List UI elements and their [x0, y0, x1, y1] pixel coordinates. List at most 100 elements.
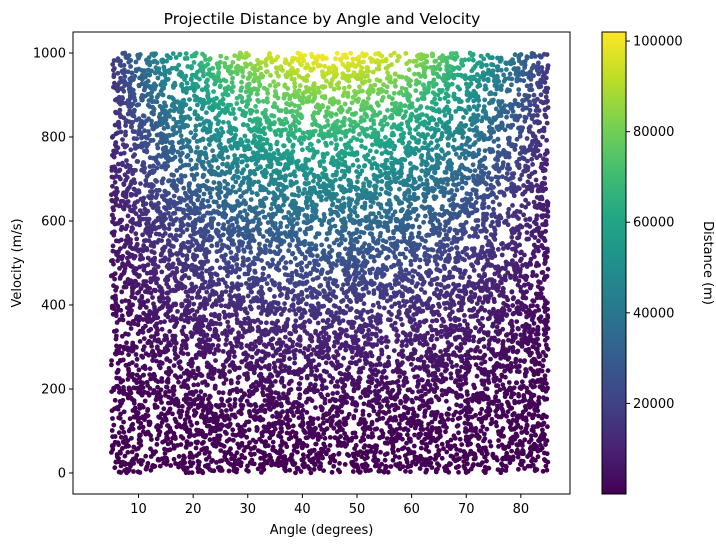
scatter-point — [475, 218, 481, 223]
scatter-point — [484, 62, 489, 68]
scatter-point — [521, 212, 526, 218]
scatter-point — [149, 437, 154, 442]
scatter-point — [232, 397, 238, 402]
scatter-point — [286, 390, 291, 396]
scatter-point — [387, 115, 393, 120]
scatter-point — [333, 294, 339, 300]
scatter-point — [264, 96, 270, 101]
scatter-point — [359, 103, 365, 109]
scatter-point — [389, 285, 394, 291]
scatter-point — [232, 153, 238, 158]
scatter-point — [545, 266, 551, 272]
scatter-point — [244, 467, 250, 473]
scatter-point — [318, 391, 324, 397]
scatter-point — [192, 312, 198, 318]
scatter-point — [542, 397, 548, 402]
scatter-point — [319, 242, 324, 248]
scatter-point — [221, 119, 226, 125]
scatter-point — [109, 428, 115, 433]
scatter-point — [142, 128, 148, 134]
scatter-point — [277, 281, 282, 287]
scatter-point — [287, 308, 292, 313]
scatter-point — [119, 350, 125, 356]
scatter-point — [475, 195, 480, 201]
scatter-point — [225, 273, 230, 279]
scatter-point — [335, 352, 341, 358]
scatter-point — [390, 369, 396, 374]
scatter-point — [471, 127, 476, 133]
scatter-point — [400, 339, 405, 345]
scatter-point — [358, 395, 363, 400]
scatter-point — [397, 186, 402, 192]
scatter-point — [174, 269, 180, 275]
scatter-point — [304, 301, 309, 307]
scatter-point — [527, 285, 533, 291]
scatter-point — [541, 156, 546, 162]
scatter-point — [321, 303, 327, 309]
scatter-point — [178, 133, 184, 139]
scatter-point — [118, 411, 123, 417]
scatter-point — [354, 352, 359, 358]
scatter-point — [403, 109, 409, 115]
scatter-point — [224, 333, 230, 339]
scatter-point — [524, 83, 530, 89]
scatter-point — [544, 246, 550, 252]
scatter-point — [335, 412, 341, 418]
scatter-point — [315, 437, 321, 442]
scatter-point — [136, 389, 141, 395]
scatter-point — [167, 70, 172, 76]
scatter-point — [124, 340, 129, 346]
scatter-point — [443, 306, 448, 311]
scatter-point — [389, 304, 395, 309]
scatter-point — [292, 89, 298, 94]
scatter-point — [118, 434, 124, 440]
scatter-point — [341, 85, 347, 91]
scatter-point — [340, 71, 346, 76]
plot-area — [72, 31, 571, 495]
scatter-point — [327, 276, 333, 281]
scatter-point — [293, 470, 298, 476]
scatter-point — [494, 324, 500, 330]
scatter-point — [536, 307, 542, 313]
scatter-point — [315, 320, 321, 326]
scatter-point — [370, 266, 375, 272]
scatter-point — [516, 466, 521, 472]
scatter-point — [498, 67, 504, 73]
scatter-point — [397, 368, 403, 374]
scatter-point — [153, 195, 159, 200]
scatter-point — [147, 164, 153, 169]
scatter-point — [274, 139, 280, 145]
scatter-point — [187, 97, 192, 102]
scatter-point — [225, 219, 231, 225]
scatter-point — [540, 349, 546, 355]
scatter-point — [256, 179, 261, 185]
scatter-point — [152, 307, 158, 312]
scatter-point — [362, 79, 368, 85]
scatter-point — [136, 102, 142, 107]
scatter-point — [271, 113, 277, 119]
scatter-point — [468, 116, 474, 122]
scatter-point — [194, 309, 200, 314]
scatter-point — [506, 206, 512, 212]
scatter-point — [225, 319, 231, 325]
scatter-point — [218, 53, 224, 59]
scatter-point — [362, 443, 368, 448]
scatter-point — [332, 223, 338, 229]
scatter-point — [183, 73, 189, 79]
scatter-point — [111, 422, 117, 428]
scatter-point — [257, 83, 263, 89]
scatter-point — [228, 407, 234, 412]
scatter-point — [193, 389, 199, 394]
scatter-point — [474, 128, 480, 134]
scatter-point — [379, 214, 384, 220]
scatter-point — [189, 267, 194, 273]
scatter-point — [545, 368, 551, 373]
scatter-point — [528, 82, 534, 88]
scatter-point — [468, 347, 474, 353]
scatter-point — [466, 279, 472, 285]
scatter-point — [504, 114, 509, 120]
scatter-point — [371, 258, 377, 264]
scatter-point — [374, 100, 380, 106]
scatter-point — [230, 184, 236, 190]
scatter-point — [523, 217, 529, 223]
